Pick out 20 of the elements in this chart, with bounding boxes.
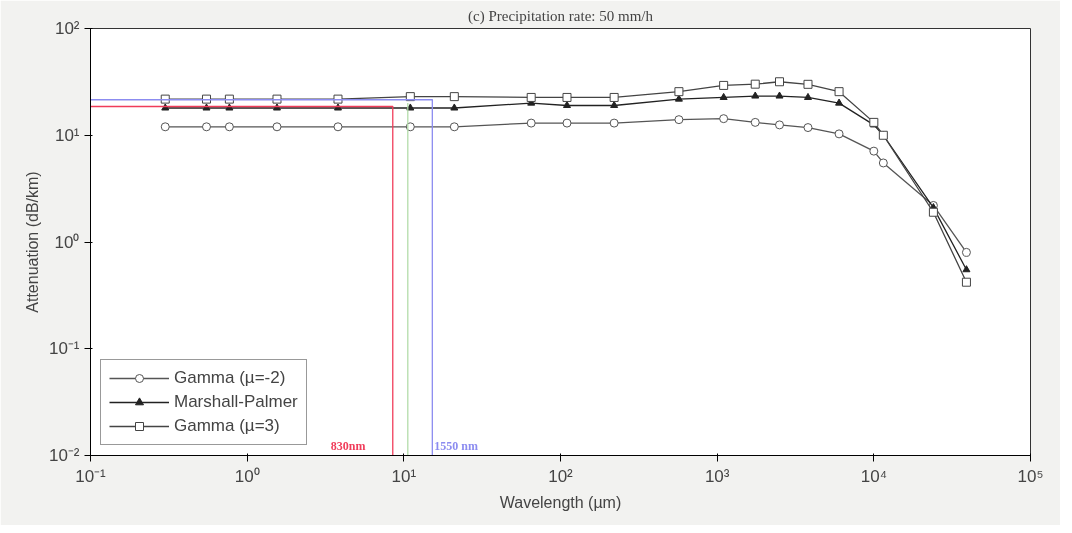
chart-title: (c) Precipitation rate: 50 mm/h [468, 7, 654, 25]
y-tick-label: 10¹ [54, 125, 80, 145]
y-tick-label: 10⁻¹ [48, 339, 80, 359]
legend-label: Gamma (µ=-2) [174, 368, 286, 388]
x-tick-label: 10⁴ [860, 466, 887, 486]
x-tick-label: 10³ [704, 466, 730, 486]
x-tick-label: 10⁻¹ [75, 466, 107, 486]
y-axis-title: Attenuation (dB/km) [23, 171, 41, 313]
annotation: 830nm [330, 438, 366, 453]
x-tick-label: 10¹ [391, 466, 417, 486]
x-tick-label: 10⁰ [234, 466, 260, 486]
x-axis-title: Wavelength (µm) [499, 493, 622, 511]
y-tick-label: 10² [54, 19, 80, 38]
x-tick-label: 10⁵ [1017, 466, 1044, 486]
x-tick-label: 10² [548, 466, 574, 486]
legend-label: Gamma (µ=3) [174, 416, 280, 436]
legend-label: Marshall-Palmer [174, 392, 298, 412]
y-tick-label: 10⁻² [48, 446, 80, 465]
y-tick-label: 10⁰ [54, 232, 80, 252]
annotation: 1550 nm [434, 438, 478, 453]
